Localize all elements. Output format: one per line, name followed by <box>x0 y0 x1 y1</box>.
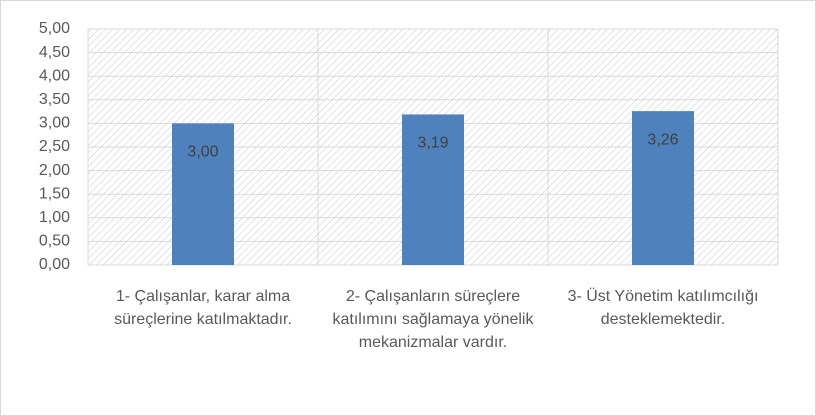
y-tick-label: 1,00 <box>39 209 70 226</box>
y-tick-label: 4,00 <box>39 67 70 84</box>
x-tick-label: 1- Çalışanlar, karar alma süreçlerine ka… <box>114 288 292 328</box>
x-tick-label: 3- Üst Yönetim katılımcılığı desteklemek… <box>567 288 759 328</box>
y-tick-label: 1,50 <box>39 185 70 202</box>
value-label: 3,19 <box>417 135 448 152</box>
y-tick-label: 0,00 <box>39 256 70 273</box>
y-tick-label: 3,50 <box>39 91 70 108</box>
bar <box>402 114 464 265</box>
y-tick-label: 4,50 <box>39 44 70 61</box>
x-tick-label: 2- Çalışanların süreçlere katılımını sağ… <box>332 288 534 351</box>
y-tick-label: 2,50 <box>39 138 70 155</box>
value-label: 3,26 <box>647 131 678 148</box>
y-tick-label: 3,00 <box>39 115 70 132</box>
y-tick-label: 5,00 <box>39 20 70 37</box>
bar <box>172 123 234 266</box>
y-tick-label: 0,50 <box>39 233 70 250</box>
y-tick-label: 2,00 <box>39 162 70 179</box>
bar <box>632 111 694 266</box>
value-label: 3,00 <box>187 144 218 161</box>
